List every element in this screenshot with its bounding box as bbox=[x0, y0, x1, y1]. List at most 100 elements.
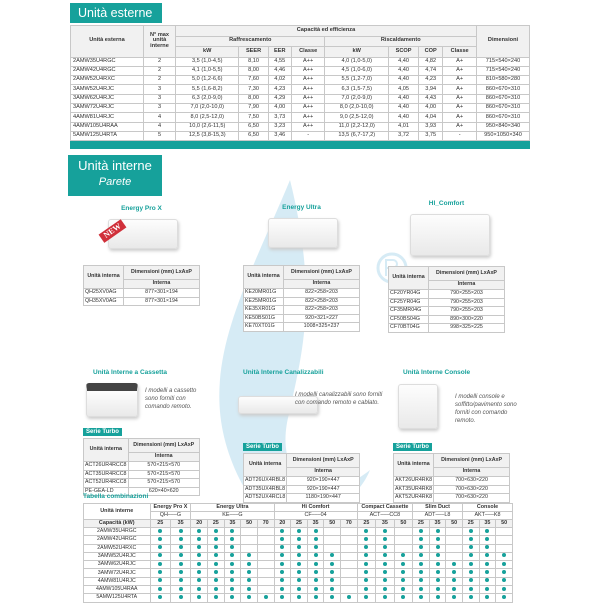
compat-cell bbox=[375, 543, 395, 553]
compatible-dot-icon bbox=[435, 545, 440, 550]
model-cell: CF35MR04G bbox=[388, 306, 429, 316]
compat-cell bbox=[306, 568, 325, 578]
cell: 11,0 (2,2-12,0) bbox=[324, 121, 389, 132]
compatible-dot-icon bbox=[468, 536, 473, 541]
compat-cell bbox=[375, 593, 395, 603]
cell: 3AMW52U4RJC bbox=[70, 84, 144, 95]
indoor-unit-product: Unità Interne Canalizzabili I modelli can… bbox=[238, 369, 393, 503]
dimensions-cell: 620×40×620 bbox=[127, 486, 201, 496]
cell: 5,5 (1,6-8,2) bbox=[174, 84, 240, 95]
compatible-dot-icon bbox=[280, 561, 285, 566]
compatible-dot-icon bbox=[502, 570, 507, 575]
table-row: 4AMW81U4RJC 4 8,0 (2,5-12,0) 7,50 3,73 A++ 9,0… bbox=[70, 112, 530, 123]
compatible-dot-icon bbox=[280, 594, 285, 599]
group-name: Hi Comfort bbox=[273, 503, 358, 512]
compat-cell bbox=[190, 593, 208, 603]
compatible-dot-icon bbox=[364, 594, 369, 599]
compat-cell bbox=[256, 560, 275, 570]
cell: 5,0 (1,2-6,6) bbox=[174, 75, 240, 86]
compatible-dot-icon bbox=[296, 553, 301, 558]
compatible-dot-icon bbox=[468, 545, 473, 550]
table-footer-bar bbox=[70, 141, 530, 150]
capacity-col: 35 bbox=[306, 519, 325, 528]
cell: 4,29 bbox=[267, 93, 292, 105]
cell: A+ bbox=[442, 93, 477, 105]
compatible-dot-icon bbox=[452, 561, 457, 566]
compat-cell bbox=[273, 576, 292, 587]
cell: 4,74 bbox=[418, 65, 444, 77]
console-unit-image bbox=[398, 384, 438, 429]
compatible-dot-icon bbox=[382, 594, 387, 599]
model-cell: 2AMW35U4RGC bbox=[83, 526, 151, 537]
table-row: 3AMW72U4RJC 3 7,0 (2,0-10,0) 7,90 4,00 A++ 8,0… bbox=[70, 102, 530, 114]
compatible-dot-icon bbox=[230, 586, 235, 591]
compatible-dot-icon bbox=[230, 545, 235, 550]
compat-cell bbox=[340, 568, 358, 578]
compat-cell bbox=[375, 560, 395, 570]
col-inner: Interna bbox=[428, 280, 505, 290]
cell: 3,94 bbox=[418, 84, 444, 95]
compatible-dot-icon bbox=[213, 570, 218, 575]
compatible-dot-icon bbox=[435, 578, 440, 583]
table-row: ACT35UR4RCC8 570×215×570 bbox=[83, 469, 201, 479]
compat-cell bbox=[445, 526, 463, 537]
group-name: Console bbox=[461, 503, 514, 512]
col-unit: Unità interna bbox=[242, 453, 288, 477]
table-row: CF20YR04G 790×255×203 bbox=[388, 289, 505, 299]
compat-cell bbox=[190, 543, 208, 553]
compat-cell bbox=[356, 593, 377, 603]
dimensions-cell: 700×630×220 bbox=[433, 484, 510, 494]
header-row: Unità esterna N° max unità interne Capacit… bbox=[70, 25, 530, 58]
compat-cell bbox=[207, 560, 225, 570]
product-title: Energy Ultra bbox=[282, 204, 321, 211]
compat-cell bbox=[256, 568, 275, 578]
compat-cell bbox=[273, 535, 292, 545]
compatible-dot-icon bbox=[452, 586, 457, 591]
compat-cell bbox=[323, 560, 341, 570]
table-row: KE20MR01G 822×258×203 bbox=[243, 288, 360, 298]
compat-cell bbox=[256, 576, 275, 587]
dimensions-cell: 890×300×220 bbox=[428, 314, 505, 324]
compatible-dot-icon bbox=[280, 553, 285, 558]
cell: 4,40 bbox=[387, 102, 420, 114]
cell: 860×670×310 bbox=[476, 84, 530, 95]
compat-cell bbox=[428, 585, 447, 595]
cell: 4,04 bbox=[418, 112, 444, 123]
model-cell: CF70BT04G bbox=[388, 323, 429, 333]
cell: 4,40 bbox=[387, 56, 420, 67]
compat-cell bbox=[428, 535, 447, 545]
header-row: Interna bbox=[394, 467, 510, 477]
table-row: ACT26UR4RCC8 570×215×570 bbox=[83, 461, 201, 471]
compat-cell bbox=[445, 543, 463, 553]
capacity-col: 35 bbox=[428, 519, 447, 528]
indoor-heading-box: Unità interne Parete bbox=[68, 155, 162, 196]
compat-cell bbox=[428, 568, 447, 578]
compat-cell bbox=[149, 535, 171, 545]
col-inner: Interna bbox=[286, 467, 360, 477]
col-eer: EER bbox=[267, 46, 292, 58]
compat-cell bbox=[375, 576, 395, 587]
compat-cell bbox=[149, 593, 171, 603]
cell: 6,3 (2,0-9,0) bbox=[174, 93, 240, 105]
capacity-col: 25 bbox=[356, 519, 377, 528]
compatible-dot-icon bbox=[296, 594, 301, 599]
compatible-dot-icon bbox=[502, 594, 507, 599]
table-row: 3AMW52U4RJC bbox=[83, 551, 513, 562]
compatible-dot-icon bbox=[213, 536, 218, 541]
compatible-dot-icon bbox=[364, 561, 369, 566]
capacity-col: 20 bbox=[273, 519, 292, 528]
capacity-col: 25 bbox=[290, 519, 308, 528]
compat-cell bbox=[149, 543, 171, 553]
cell: 950×1050×340 bbox=[476, 130, 530, 142]
compat-cell bbox=[478, 576, 497, 587]
group-code: CF–––04 bbox=[273, 511, 358, 520]
compatible-dot-icon bbox=[178, 553, 183, 558]
table-row: ACT52UR4RCC8 570×215×570 bbox=[83, 478, 201, 488]
cell: 2AMW42U4RGC bbox=[70, 65, 144, 77]
compat-cell bbox=[149, 585, 171, 595]
table-row: KE70XT01G 1008×325×237 bbox=[243, 322, 360, 332]
compatible-dot-icon bbox=[280, 586, 285, 591]
compatible-dot-icon bbox=[313, 536, 318, 541]
compat-cell bbox=[323, 543, 341, 553]
compat-cell bbox=[149, 560, 171, 570]
